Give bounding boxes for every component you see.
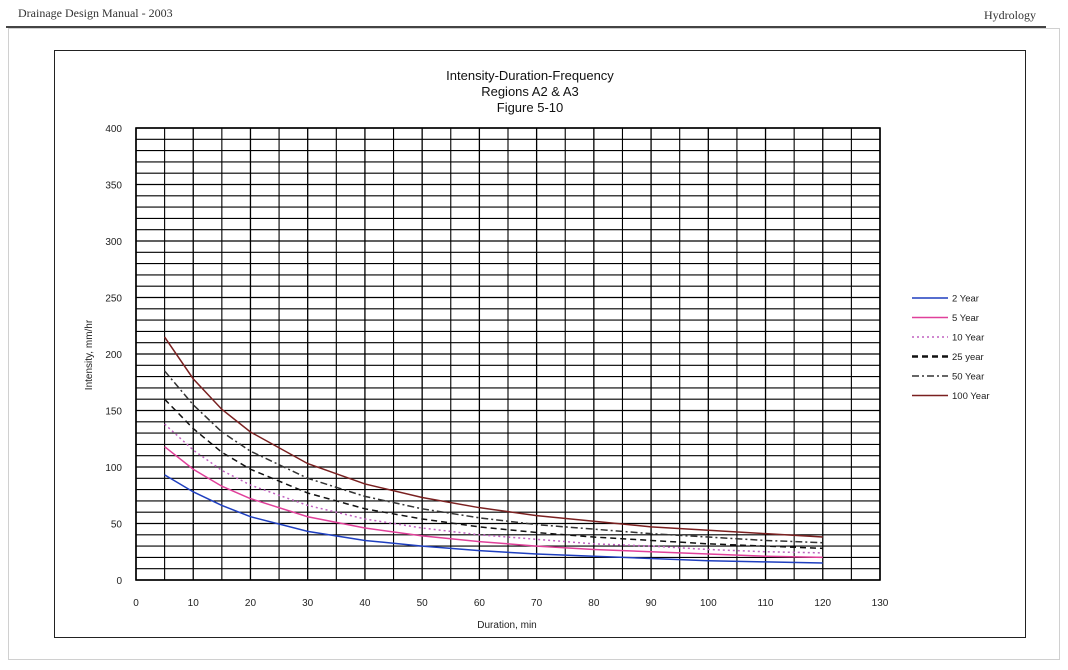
header-document-title: Drainage Design Manual - 2003	[18, 6, 173, 20]
page-frame	[8, 28, 1060, 660]
x-tick-label: 50	[417, 598, 429, 609]
legend-label: 50 Year	[952, 372, 984, 383]
y-tick-label: 0	[116, 576, 122, 587]
y-tick-label: 100	[105, 463, 122, 474]
legend: 2 Year 5 Year 10 Year 25 year 50 Year 100 Yea…	[912, 294, 990, 402]
series-line-10-year	[164, 423, 823, 554]
y-tick-label: 300	[105, 237, 122, 248]
chart-title: Intensity-Duration-Frequency	[446, 68, 614, 83]
plot-area-border	[135, 127, 881, 581]
y-tick-label: 250	[105, 294, 122, 305]
x-tick-label: 90	[646, 598, 658, 609]
x-tick-labels: 0 10 20 30 40 50 60 70 80 90 100 110 120 130	[133, 598, 889, 609]
page-header: Drainage Design Manual - 2003 Hydrology	[6, 4, 1046, 28]
legend-label: 25 year	[952, 352, 984, 363]
x-tick-label: 0	[133, 598, 139, 609]
figure-label: Figure 5-10	[497, 100, 563, 115]
x-tick-label: 40	[359, 598, 371, 609]
x-tick-label: 110	[758, 598, 774, 609]
x-tick-label: 20	[245, 598, 257, 609]
x-tick-label: 120	[814, 598, 831, 609]
y-tick-label: 200	[105, 350, 122, 361]
x-tick-label: 100	[700, 598, 717, 609]
y-tick-labels: 0 50 100 150 200 250 300 350 400	[105, 124, 122, 587]
grid	[135, 127, 881, 581]
y-tick-label: 150	[105, 407, 122, 418]
x-tick-label: 70	[531, 598, 543, 609]
y-tick-label: 350	[105, 181, 122, 192]
series-lines	[163, 336, 823, 564]
series-line-5-year	[164, 446, 823, 559]
x-axis-label: Duration, min	[477, 620, 536, 631]
series-line-100-year	[163, 336, 823, 538]
series-line-25-year	[164, 398, 823, 550]
y-axis-label: Intensity, mm/hr	[84, 319, 95, 390]
chart-subtitle: Regions A2 & A3	[481, 84, 579, 99]
series-line-50-year	[164, 370, 823, 544]
x-tick-label: 60	[474, 598, 486, 609]
series-line-2-year	[164, 474, 823, 564]
legend-label: 10 Year	[952, 333, 984, 344]
legend-label: 100 Year	[952, 391, 990, 402]
x-tick-label: 10	[188, 598, 200, 609]
y-tick-label: 50	[111, 520, 123, 531]
x-tick-label: 30	[302, 598, 314, 609]
y-tick-label: 400	[105, 124, 122, 135]
header-section-title: Hydrology	[984, 8, 1036, 22]
legend-label: 5 Year	[952, 313, 979, 324]
x-tick-label: 80	[588, 598, 600, 609]
x-tick-label: 130	[872, 598, 889, 609]
legend-label: 2 Year	[952, 294, 979, 305]
